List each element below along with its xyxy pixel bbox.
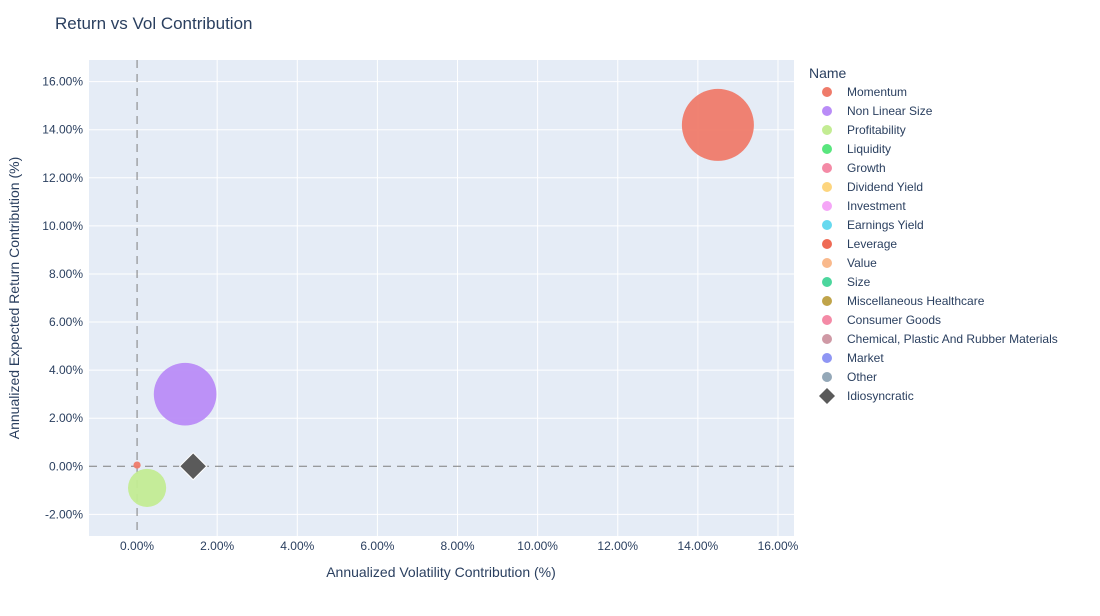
legend-marker bbox=[822, 315, 832, 325]
legend-item-idiosyncratic[interactable]: Idiosyncratic bbox=[819, 388, 914, 404]
x-axis-title: Annualized Volatility Contribution (%) bbox=[326, 564, 556, 580]
legend-item-miscellaneous-healthcare[interactable]: Miscellaneous Healthcare bbox=[822, 294, 985, 308]
x-tick-label: 4.00% bbox=[280, 539, 314, 553]
legend-label: Market bbox=[847, 351, 884, 365]
legend-item-investment[interactable]: Investment bbox=[822, 199, 906, 213]
legend-label: Idiosyncratic bbox=[847, 389, 914, 403]
legend-marker bbox=[822, 163, 832, 173]
y-tick-label: 0.00% bbox=[49, 459, 83, 473]
legend-marker bbox=[822, 220, 832, 230]
marker-non-linear-size[interactable] bbox=[153, 362, 217, 426]
legend-label: Earnings Yield bbox=[847, 218, 924, 232]
x-tick-label: 12.00% bbox=[597, 539, 638, 553]
legend-item-other[interactable]: Other bbox=[822, 370, 877, 384]
y-tick-label: 14.00% bbox=[42, 123, 83, 137]
legend-marker bbox=[822, 353, 832, 363]
legend-item-non-linear-size[interactable]: Non Linear Size bbox=[822, 104, 933, 118]
legend-marker bbox=[822, 277, 832, 287]
y-tick-label: 8.00% bbox=[49, 267, 83, 281]
legend-label: Size bbox=[847, 275, 871, 289]
y-tick-label: 6.00% bbox=[49, 315, 83, 329]
y-axis-title: Annualized Expected Return Contribution … bbox=[6, 157, 22, 440]
legend-label: Value bbox=[847, 256, 877, 270]
legend-label: Profitability bbox=[847, 123, 906, 137]
x-axis-ticks: 0.00% 2.00% 4.00% 6.00% 8.00% 10.00% 12.00% 14.… bbox=[120, 539, 799, 553]
legend-marker bbox=[822, 372, 832, 382]
legend: Name Momentum Non Linear Size Profitabilit… bbox=[809, 65, 1058, 404]
legend-item-market[interactable]: Market bbox=[822, 351, 884, 365]
marker-idiosyncratic[interactable] bbox=[178, 452, 208, 481]
x-tick-label: 0.00% bbox=[120, 539, 154, 553]
legend-marker bbox=[822, 334, 832, 344]
legend-item-chemical-plastic-and-rubber-materials[interactable]: Chemical, Plastic And Rubber Materials bbox=[822, 332, 1058, 346]
legend-item-size[interactable]: Size bbox=[822, 275, 871, 289]
marker-momentum[interactable] bbox=[133, 461, 141, 469]
legend-label: Momentum bbox=[847, 85, 907, 99]
legend-marker bbox=[822, 239, 832, 249]
legend-marker bbox=[819, 388, 835, 404]
plot-area[interactable] bbox=[89, 60, 794, 536]
legend-item-value[interactable]: Value bbox=[822, 256, 877, 270]
legend-item-liquidity[interactable]: Liquidity bbox=[822, 142, 891, 156]
y-tick-label: 16.00% bbox=[42, 75, 83, 89]
legend-marker bbox=[822, 201, 832, 211]
legend-item-dividend-yield[interactable]: Dividend Yield bbox=[822, 180, 923, 194]
legend-label: Investment bbox=[847, 199, 906, 213]
legend-marker bbox=[822, 258, 832, 268]
legend-marker bbox=[822, 182, 832, 192]
legend-marker bbox=[822, 106, 832, 116]
y-tick-label: 12.00% bbox=[42, 171, 83, 185]
x-tick-label: 14.00% bbox=[678, 539, 719, 553]
y-tick-label: 4.00% bbox=[49, 363, 83, 377]
legend-item-momentum[interactable]: Momentum bbox=[822, 85, 907, 99]
legend-label: Consumer Goods bbox=[847, 313, 941, 327]
legend-marker bbox=[822, 144, 832, 154]
grid bbox=[89, 60, 794, 536]
legend-label: Non Linear Size bbox=[847, 104, 933, 118]
legend-title: Name bbox=[809, 65, 847, 81]
legend-label: Dividend Yield bbox=[847, 180, 923, 194]
legend-label: Miscellaneous Healthcare bbox=[847, 294, 985, 308]
legend-item-earnings-yield[interactable]: Earnings Yield bbox=[822, 218, 924, 232]
legend-marker bbox=[822, 125, 832, 135]
x-tick-label: 16.00% bbox=[758, 539, 799, 553]
x-tick-label: 8.00% bbox=[441, 539, 475, 553]
chart-title: Return vs Vol Contribution bbox=[55, 14, 253, 33]
legend-marker bbox=[822, 87, 832, 97]
legend-label: Liquidity bbox=[847, 142, 891, 156]
legend-item-consumer-goods[interactable]: Consumer Goods bbox=[822, 313, 941, 327]
y-axis-ticks: -2.00% 0.00% 2.00% 4.00% 6.00% 8.00% 10.00% 12.… bbox=[42, 75, 83, 522]
data-markers bbox=[128, 88, 754, 507]
legend-label: Growth bbox=[847, 161, 886, 175]
y-tick-label: -2.00% bbox=[45, 507, 83, 521]
x-tick-label: 10.00% bbox=[517, 539, 558, 553]
legend-marker bbox=[822, 296, 832, 306]
legend-label: Other bbox=[847, 370, 877, 384]
x-tick-label: 6.00% bbox=[360, 539, 394, 553]
legend-item-leverage[interactable]: Leverage bbox=[822, 237, 897, 251]
legend-label: Chemical, Plastic And Rubber Materials bbox=[847, 332, 1058, 346]
y-tick-label: 10.00% bbox=[42, 219, 83, 233]
legend-label: Leverage bbox=[847, 237, 897, 251]
marker-profitability[interactable] bbox=[128, 468, 167, 507]
legend-item-profitability[interactable]: Profitability bbox=[822, 123, 906, 137]
legend-item-growth[interactable]: Growth bbox=[822, 161, 886, 175]
marker-momentum[interactable] bbox=[681, 88, 754, 161]
y-tick-label: 2.00% bbox=[49, 411, 83, 425]
x-tick-label: 2.00% bbox=[200, 539, 234, 553]
